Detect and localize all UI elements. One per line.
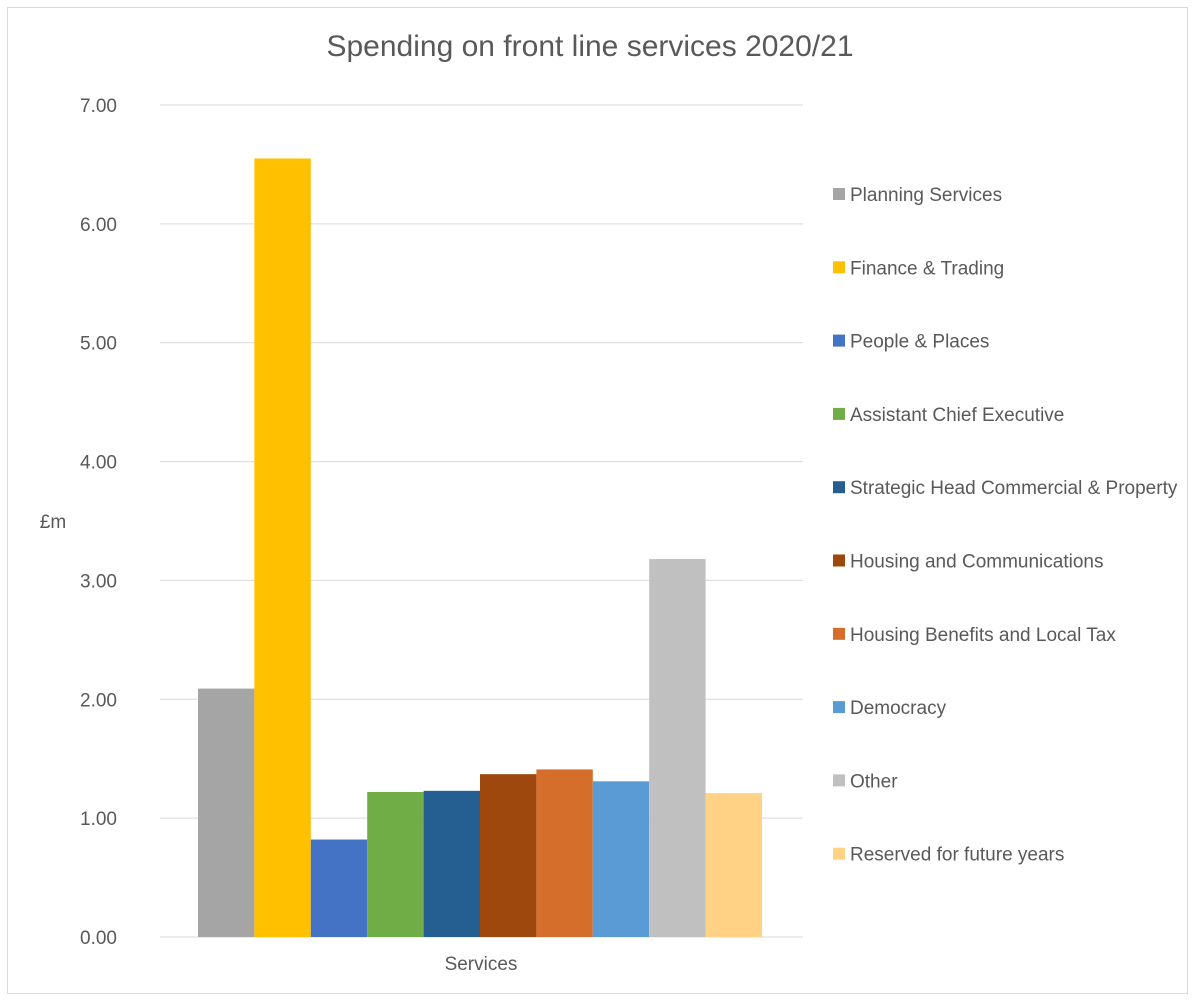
bars bbox=[198, 158, 762, 937]
bar-finance-trading bbox=[254, 158, 311, 937]
legend-label: Strategic Head Commercial & Property bbox=[850, 478, 1178, 499]
legend-item: Democracy bbox=[833, 698, 947, 719]
legend-label: Housing Benefits and Local Tax bbox=[850, 625, 1116, 646]
legend-label: Housing and Communications bbox=[850, 552, 1103, 573]
y-tick-label: 7.00 bbox=[80, 96, 117, 117]
chart-title: Spending on front line services 2020/21 bbox=[326, 30, 853, 63]
legend-item: Housing and Communications bbox=[833, 552, 1103, 573]
legend-label: Planning Services bbox=[850, 185, 1002, 206]
legend-swatch bbox=[833, 188, 845, 200]
legend-swatch bbox=[833, 407, 845, 420]
legend-item: Reserved for future years bbox=[833, 845, 1064, 866]
legend-label: Reserved for future years bbox=[850, 845, 1064, 866]
bar-assistant-chief-executive bbox=[367, 791, 424, 937]
legend-item: Other bbox=[833, 771, 898, 792]
bar-reserved-for-future-years bbox=[705, 793, 762, 937]
legend-label: Assistant Chief Executive bbox=[850, 405, 1064, 426]
y-tick-label: 2.00 bbox=[80, 690, 117, 711]
legend-item: People & Places bbox=[833, 332, 989, 353]
y-tick-label: 4.00 bbox=[80, 453, 117, 474]
legend-swatch bbox=[833, 554, 845, 567]
legend-swatch bbox=[833, 481, 845, 494]
legend-label: Democracy bbox=[850, 698, 947, 719]
legend-item: Finance & Trading bbox=[833, 258, 1004, 279]
x-axis-categories: Services bbox=[445, 954, 518, 975]
legend-swatch bbox=[833, 847, 845, 860]
y-axis-ticks: 0.00 1.00 2.00 3.00 4.00 5.00 6.00 7.00 bbox=[80, 96, 117, 949]
y-axis-label: £m bbox=[40, 512, 66, 533]
bar-democracy bbox=[592, 781, 650, 937]
bar-housing-and-communications bbox=[480, 774, 537, 937]
legend-swatch bbox=[833, 334, 845, 347]
legend-swatch bbox=[833, 774, 845, 787]
legend: Planning Services Finance & Trading People… bbox=[833, 185, 1178, 866]
legend-item: Assistant Chief Executive bbox=[833, 405, 1064, 426]
y-tick-label: 3.00 bbox=[80, 571, 117, 592]
bar-other bbox=[649, 559, 706, 937]
legend-label: People & Places bbox=[850, 332, 989, 353]
legend-label: Finance & Trading bbox=[850, 258, 1004, 279]
x-category-label: Services bbox=[445, 954, 518, 975]
bar-planning-services bbox=[198, 688, 255, 937]
y-tick-label: 1.00 bbox=[80, 809, 117, 830]
legend-swatch bbox=[833, 261, 845, 274]
legend-swatch bbox=[833, 701, 845, 714]
bar-housing-benefits-and-local-tax bbox=[536, 769, 593, 937]
bar-people-places bbox=[310, 839, 368, 937]
legend-swatch bbox=[833, 627, 845, 640]
legend-item: Planning Services bbox=[833, 185, 1002, 206]
y-tick-label: 0.00 bbox=[80, 928, 117, 949]
y-tick-label: 6.00 bbox=[80, 215, 117, 236]
legend-item: Strategic Head Commercial & Property bbox=[833, 478, 1178, 499]
y-tick-label: 5.00 bbox=[80, 334, 117, 355]
bar-strategic-head-commercial-property bbox=[423, 790, 480, 937]
legend-label: Other bbox=[850, 771, 898, 792]
legend-item: Housing Benefits and Local Tax bbox=[833, 625, 1116, 646]
